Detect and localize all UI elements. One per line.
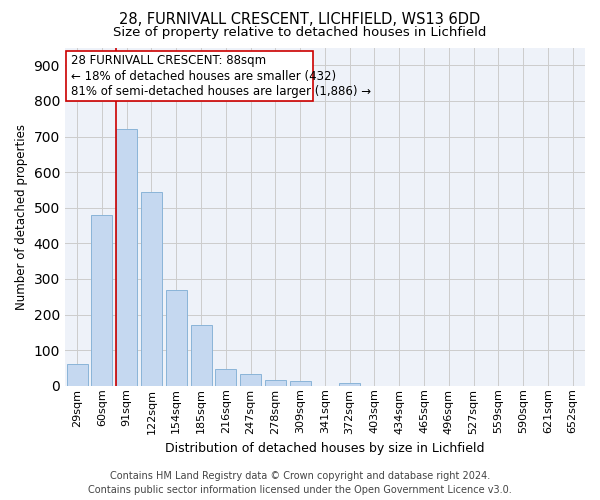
Text: 28, FURNIVALL CRESCENT, LICHFIELD, WS13 6DD: 28, FURNIVALL CRESCENT, LICHFIELD, WS13 … [119,12,481,28]
Text: Size of property relative to detached houses in Lichfield: Size of property relative to detached ho… [113,26,487,39]
Text: Contains HM Land Registry data © Crown copyright and database right 2024.
Contai: Contains HM Land Registry data © Crown c… [88,471,512,495]
Bar [91,215,112,386]
Bar [265,380,286,386]
FancyBboxPatch shape [66,51,313,101]
Text: ← 18% of detached houses are smaller (432): ← 18% of detached houses are smaller (43… [71,70,336,82]
Bar [116,130,137,386]
X-axis label: Distribution of detached houses by size in Lichfield: Distribution of detached houses by size … [165,442,485,455]
Bar [215,369,236,386]
Bar [290,381,311,386]
Bar [240,374,261,386]
Text: 28 FURNIVALL CRESCENT: 88sqm: 28 FURNIVALL CRESCENT: 88sqm [71,54,266,67]
Y-axis label: Number of detached properties: Number of detached properties [15,124,28,310]
Bar [166,290,187,386]
Bar [191,324,212,386]
Text: 81% of semi-detached houses are larger (1,886) →: 81% of semi-detached houses are larger (… [71,85,371,98]
Bar [339,383,360,386]
Bar [141,192,162,386]
Bar [67,364,88,386]
